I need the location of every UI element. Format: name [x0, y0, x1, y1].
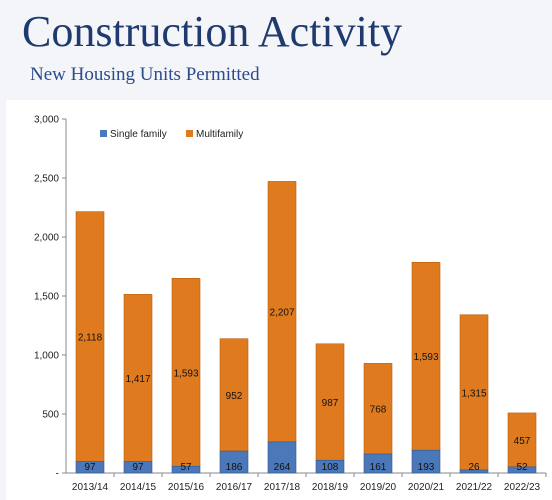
data-label-multifamily: 1,417 — [125, 374, 150, 385]
y-tick-label: 2,000 — [34, 233, 59, 244]
x-tick-label: 2014/15 — [120, 482, 157, 493]
bar-single-family — [219, 450, 249, 474]
data-label-multifamily: 1,593 — [173, 368, 198, 379]
data-label-single-family: 161 — [370, 462, 387, 473]
bar-single-family — [363, 453, 393, 474]
y-tick-label: 1,500 — [34, 292, 59, 303]
bar-single-family — [75, 461, 105, 474]
bar-multifamily — [315, 343, 345, 461]
data-label-multifamily: 952 — [226, 391, 243, 402]
bar-multifamily — [75, 211, 105, 462]
data-label-single-family: 52 — [516, 462, 528, 473]
y-tick-label: 500 — [42, 410, 59, 421]
x-tick-label: 2022/23 — [504, 482, 541, 493]
slide-subtitle: New Housing Units Permitted — [30, 64, 260, 85]
legend-swatch-multifamily — [186, 130, 193, 137]
bar-single-family — [123, 461, 153, 474]
x-tick-label: 2015/16 — [168, 482, 205, 493]
y-tick-label: - — [56, 469, 59, 480]
data-label-single-family: 186 — [226, 462, 243, 473]
data-label-multifamily: 2,207 — [269, 308, 294, 319]
x-tick-label: 2021/22 — [456, 482, 493, 493]
stacked-bar-chart: - 500 1,000 1,500 2,000 2,500 3,000 2,118 97 2013… — [34, 115, 547, 493]
x-tick-label: 2019/20 — [360, 482, 397, 493]
y-tick-label: 3,000 — [34, 115, 59, 126]
x-tick-label: 2016/17 — [216, 482, 253, 493]
x-tick-label: 2018/19 — [312, 482, 349, 493]
x-tick-label: 2020/21 — [408, 482, 445, 493]
data-label-multifamily: 1,315 — [461, 388, 486, 399]
chart-panel: - 500 1,000 1,500 2,000 2,500 3,000 2,118 97 2013… — [6, 100, 552, 500]
data-label-multifamily: 1,593 — [413, 352, 438, 363]
bar-multifamily — [459, 314, 489, 471]
legend-label-multifamily: Multifamily — [196, 129, 243, 140]
bar-multifamily — [267, 181, 297, 443]
data-label-single-family: 264 — [274, 462, 291, 473]
bar-multifamily — [171, 278, 201, 467]
bar-single-family — [459, 469, 489, 474]
bar-single-family — [171, 465, 201, 474]
legend-swatch-single-family — [100, 130, 107, 137]
data-label-multifamily: 457 — [514, 436, 531, 447]
legend-label-single-family: Single family — [110, 129, 167, 140]
data-label-multifamily: 768 — [370, 405, 387, 416]
bar-single-family — [267, 441, 297, 474]
data-label-single-family: 57 — [180, 462, 192, 473]
bar-multifamily — [219, 338, 249, 452]
data-label-single-family: 97 — [132, 462, 144, 473]
data-label-single-family: 193 — [418, 462, 435, 473]
data-label-single-family: 26 — [468, 462, 480, 473]
y-tick-label: 2,500 — [34, 174, 59, 185]
y-tick-label: 1,000 — [34, 351, 59, 362]
data-label-single-family: 108 — [322, 462, 339, 473]
bar-multifamily — [363, 363, 393, 455]
x-tick-label: 2013/14 — [72, 482, 109, 493]
x-tick-label: 2017/18 — [264, 482, 301, 493]
data-label-multifamily: 987 — [322, 398, 339, 409]
bar-single-family — [315, 459, 345, 474]
data-label-single-family: 97 — [84, 462, 96, 473]
data-label-multifamily: 2,118 — [78, 333, 103, 344]
bar-single-family — [411, 449, 441, 474]
slide-title: Construction Activity — [22, 7, 403, 56]
bar-single-family — [507, 466, 537, 474]
bar-multifamily — [411, 261, 441, 451]
